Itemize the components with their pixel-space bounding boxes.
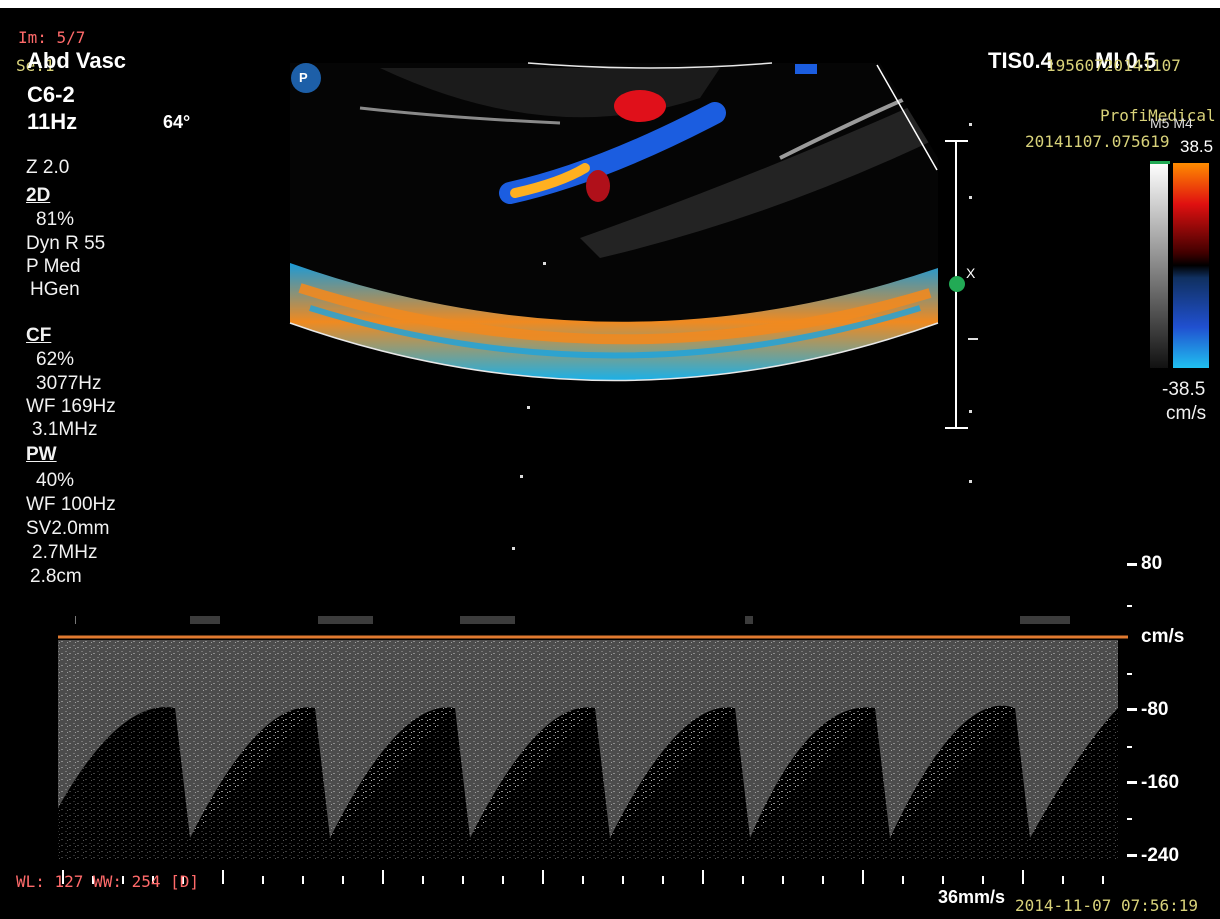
color-scale-top: 38.5: [1180, 137, 1214, 156]
color-scale-bottom: -38.5: [1162, 379, 1206, 400]
study-id: 20141107.075619: [1025, 132, 1170, 151]
institution-name: ProfiMedical: [1100, 106, 1216, 125]
study-datetime: 2014-11-07 07:56:19: [1015, 896, 1199, 915]
sweep-speed: 36mm/s: [938, 887, 1006, 907]
frame-rate: 11Hz: [27, 109, 78, 134]
scale-label-minus-80: -80: [1141, 699, 1169, 720]
series-label: Se:1: [16, 56, 55, 75]
color-velocity-bar: [1150, 161, 1209, 368]
mode-cf-label: CF: [26, 325, 52, 346]
probe-name: C6-2: [27, 82, 75, 107]
sector-angle: 64°: [163, 112, 191, 132]
preset-indicator: M5 M4: [1150, 115, 1193, 131]
gate-marker-label: X: [966, 265, 976, 281]
frequency-pw: 2.7MHz: [32, 542, 98, 563]
gain-cf: 62%: [36, 349, 75, 370]
window-level: WL: 127 WW: 254 [D]: [16, 872, 200, 891]
ultrasound-image: [58, 62, 1209, 884]
frequency-cf: 3.1MHz: [32, 419, 98, 440]
gain-2d: 81%: [36, 209, 75, 230]
prf-cf: 3077Hz: [36, 373, 102, 394]
scale-label-minus-160: -160: [1141, 772, 1180, 793]
harmonic-setting: HGen: [30, 279, 80, 300]
power-setting: P Med: [26, 256, 81, 277]
scale-label-80: 80: [1141, 553, 1163, 574]
thermal-index: TIS0.4: [988, 48, 1053, 73]
scale-label-minus-240: -240: [1141, 845, 1180, 866]
gain-pw: 40%: [36, 470, 75, 491]
zoom-level: Z 2.0: [26, 157, 70, 178]
dynamic-range: Dyn R 55: [26, 233, 106, 254]
pw-logo-icon: [291, 63, 321, 93]
scale-label-unit: cm/s: [1141, 626, 1185, 647]
b-mode-sector: [290, 63, 938, 381]
mechanical-index: MI 0.5: [1095, 48, 1157, 73]
focus-marker[interactable]: [949, 276, 965, 292]
image-index: Im: 5/7: [18, 28, 86, 47]
mode-2d-label: 2D: [26, 185, 51, 206]
exam-preset: Abd Vasc: [27, 48, 127, 73]
patient-id: 19560720141107: [1046, 56, 1181, 75]
pw-logo-letter: P: [299, 70, 308, 85]
wall-filter-cf: WF 169Hz: [26, 396, 116, 417]
sample-volume: SV2.0mm: [26, 518, 110, 539]
wall-filter-pw: WF 100Hz: [26, 494, 116, 515]
spectral-waveform: [58, 640, 1118, 860]
mode-pw-label: PW: [26, 444, 57, 465]
time-axis-ticks: [62, 870, 1104, 884]
color-scale-unit: cm/s: [1166, 403, 1207, 424]
gate-depth: 2.8cm: [30, 566, 82, 587]
depth-markers: [968, 123, 978, 483]
